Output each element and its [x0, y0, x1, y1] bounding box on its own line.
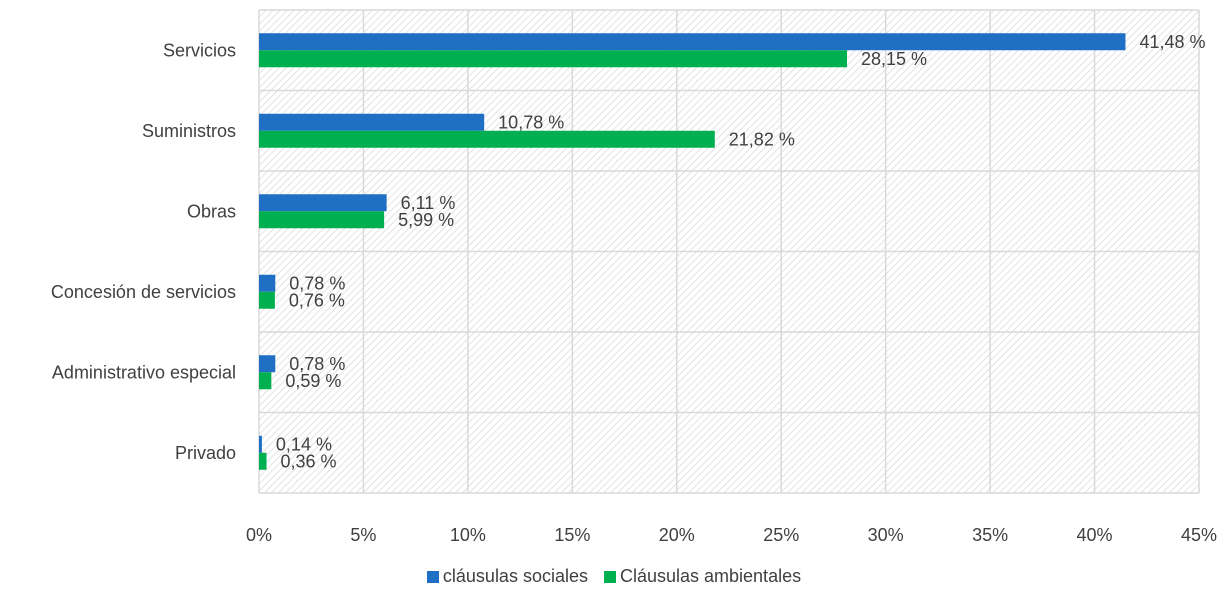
bars — [259, 33, 1126, 470]
bar-environmental — [259, 372, 272, 390]
data-label: 10,78 % — [498, 112, 564, 132]
legend-swatch-social — [426, 570, 439, 583]
bar-social — [259, 194, 387, 212]
x-tick-label: 25% — [763, 525, 799, 545]
data-label: 0,36 % — [281, 451, 337, 471]
data-label: 6,11 % — [401, 193, 456, 213]
bar-social — [259, 355, 276, 373]
data-label: 41,48 % — [1139, 32, 1205, 52]
data-label: 0,14 % — [276, 434, 332, 454]
bar-social — [259, 113, 485, 131]
data-label: 0,76 % — [289, 290, 345, 310]
data-label: 0,78 % — [289, 354, 345, 374]
legend-item-environmental: Cláusulas ambientales — [603, 566, 802, 587]
category-label: Concesión de servicios — [51, 282, 236, 302]
bar-social — [259, 274, 276, 292]
category-label: Privado — [175, 443, 236, 463]
x-tick-label: 45% — [1181, 525, 1217, 545]
category-label: Obras — [187, 201, 236, 221]
data-label: 0,59 % — [285, 371, 341, 391]
data-labels: 41,48 % 28,15 % 10,78 % 21,82 % 6,11 %5,99 %… — [276, 32, 1206, 472]
data-label: 28,15 % — [861, 49, 927, 69]
legend-item-social: cláusulas sociales — [426, 566, 588, 587]
gridlines — [258, 9, 1200, 494]
data-label: 21,82 % — [729, 129, 795, 149]
x-tick-labels: 0% 5% 10% 15% 20% 25% 30% 35% 40% 45% — [246, 525, 1217, 545]
bar-chart: 41,48 % 28,15 % 10,78 % 21,82 % 6,11 %5,99 %… — [51, 9, 1217, 545]
bar-social — [259, 33, 1126, 51]
data-label: 5,99 % — [398, 210, 454, 230]
bar-environmental — [259, 452, 267, 470]
category-labels: Servicios Suministros Obras Concesión de se… — [51, 40, 236, 463]
x-tick-label: 15% — [554, 525, 590, 545]
x-tick-label: 30% — [868, 525, 904, 545]
legend-label-social: cláusulas sociales — [442, 566, 588, 586]
x-tick-label: 40% — [1077, 525, 1113, 545]
data-label: 0,78 % — [289, 273, 345, 293]
x-tick-label: 35% — [972, 525, 1008, 545]
x-tick-label: 0% — [246, 525, 272, 545]
x-tick-label: 20% — [659, 525, 695, 545]
legend-swatch-environmental — [603, 570, 616, 583]
bar-environmental — [259, 211, 385, 229]
bar-environmental — [259, 130, 715, 148]
category-label: Suministros — [142, 121, 236, 141]
legend: cláusulas sociales Cláusulas ambientales — [0, 566, 1228, 587]
category-label: Administrativo especial — [52, 362, 236, 382]
x-tick-label: 5% — [350, 525, 376, 545]
legend-label-environmental: Cláusulas ambientales — [619, 566, 802, 586]
x-tick-label: 10% — [450, 525, 486, 545]
bar-social — [259, 435, 262, 453]
category-label: Servicios — [163, 40, 236, 60]
bar-environmental — [259, 50, 848, 68]
bar-environmental — [259, 291, 275, 309]
